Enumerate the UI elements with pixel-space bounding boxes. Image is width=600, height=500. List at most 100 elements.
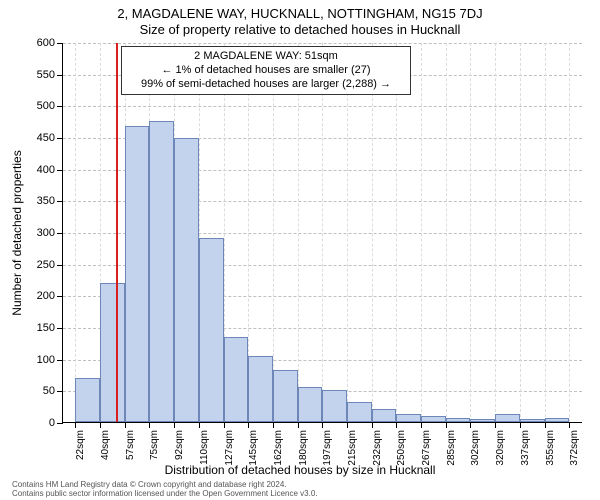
x-tick-label: 75sqm (149, 430, 160, 460)
marker-line (116, 43, 118, 422)
y-tick (57, 360, 63, 361)
histogram-bar (75, 378, 100, 422)
x-tick-label: 302sqm (470, 430, 481, 466)
x-tick-label: 22sqm (75, 430, 86, 460)
y-tick-label: 300 (37, 227, 55, 239)
x-axis-title: Distribution of detached houses by size … (0, 463, 600, 477)
x-tick (248, 422, 249, 428)
chart-container: 2, MAGDALENE WAY, HUCKNALL, NOTTINGHAM, … (0, 0, 600, 500)
x-tick-label: 180sqm (298, 430, 309, 466)
gridline-v (347, 43, 348, 422)
x-tick-label: 57sqm (125, 430, 136, 460)
x-tick-label: 215sqm (347, 430, 358, 466)
histogram-bar (322, 390, 347, 422)
histogram-bar (372, 409, 397, 422)
histogram-bar (174, 138, 199, 422)
y-tick (57, 296, 63, 297)
y-tick-label: 0 (49, 417, 55, 429)
histogram-bar (273, 370, 298, 422)
footer-line-1: Contains HM Land Registry data © Crown c… (12, 480, 588, 489)
x-tick-label: 337sqm (520, 430, 531, 466)
gridline-v (446, 43, 447, 422)
x-tick-label: 197sqm (322, 430, 333, 466)
histogram-bar (446, 418, 471, 422)
y-tick (57, 265, 63, 266)
x-tick (224, 422, 225, 428)
histogram-bar (149, 121, 174, 422)
x-tick (470, 422, 471, 428)
histogram-bar (347, 402, 372, 422)
x-tick-label: 355sqm (545, 430, 556, 466)
plot-area: 05010015020025030035040045050055060022sq… (62, 43, 582, 423)
x-tick-label: 372sqm (569, 430, 580, 466)
histogram-bar (224, 337, 249, 423)
y-tick (57, 391, 63, 392)
x-tick (149, 422, 150, 428)
annotation-box: 2 MAGDALENE WAY: 51sqm ← 1% of detached … (121, 46, 411, 95)
gridline-v (520, 43, 521, 422)
annotation-line-3: 99% of semi-detached houses are larger (… (128, 78, 404, 92)
title-line-1: 2, MAGDALENE WAY, HUCKNALL, NOTTINGHAM, … (0, 6, 600, 21)
y-tick-label: 500 (37, 100, 55, 112)
x-tick-label: 232sqm (372, 430, 383, 466)
y-tick-label: 250 (37, 259, 55, 271)
x-tick (545, 422, 546, 428)
y-tick-label: 450 (37, 132, 55, 144)
x-tick-label: 92sqm (174, 430, 185, 460)
y-tick-label: 400 (37, 164, 55, 176)
x-tick (322, 422, 323, 428)
x-tick-label: 145sqm (248, 430, 259, 466)
histogram-bar (421, 416, 446, 422)
y-tick-label: 150 (37, 322, 55, 334)
x-tick (125, 422, 126, 428)
gridline-v (396, 43, 397, 422)
x-tick-label: 320sqm (495, 430, 506, 466)
gridline-v (273, 43, 274, 422)
histogram-bar (495, 414, 520, 422)
y-tick (57, 423, 63, 424)
gridline-v (569, 43, 570, 422)
y-tick-label: 200 (37, 290, 55, 302)
x-tick (421, 422, 422, 428)
y-tick (57, 201, 63, 202)
histogram-bar (520, 419, 545, 422)
y-tick (57, 138, 63, 139)
gridline-v (545, 43, 546, 422)
gridline-v (470, 43, 471, 422)
histogram-bar (199, 238, 224, 422)
annotation-line-2: ← 1% of detached houses are smaller (27) (128, 64, 404, 78)
x-tick-label: 40sqm (100, 430, 111, 460)
gridline-v (322, 43, 323, 422)
histogram-bar (298, 387, 323, 422)
gridline-v (75, 43, 76, 422)
footer-line-2: Contains public sector information licen… (12, 489, 588, 498)
y-tick-label: 550 (37, 69, 55, 81)
gridline-v (495, 43, 496, 422)
x-tick (273, 422, 274, 428)
footer: Contains HM Land Registry data © Crown c… (12, 480, 588, 498)
histogram-bar (100, 283, 125, 422)
histogram-bar (248, 356, 273, 423)
x-tick (75, 422, 76, 428)
x-tick (495, 422, 496, 428)
x-tick-label: 162sqm (273, 430, 284, 466)
x-tick-label: 110sqm (199, 430, 210, 465)
gridline-v (421, 43, 422, 422)
x-tick (396, 422, 397, 428)
x-tick (199, 422, 200, 428)
x-tick-label: 267sqm (421, 430, 432, 466)
x-tick (372, 422, 373, 428)
x-tick (174, 422, 175, 428)
y-tick (57, 233, 63, 234)
y-tick (57, 43, 63, 44)
x-tick (446, 422, 447, 428)
x-tick (347, 422, 348, 428)
y-tick-label: 600 (37, 37, 55, 49)
x-tick (520, 422, 521, 428)
gridline-v (298, 43, 299, 422)
histogram-bar (396, 414, 421, 422)
y-tick-label: 50 (43, 385, 55, 397)
y-tick (57, 75, 63, 76)
y-tick-label: 100 (37, 354, 55, 366)
histogram-bar (125, 126, 150, 422)
